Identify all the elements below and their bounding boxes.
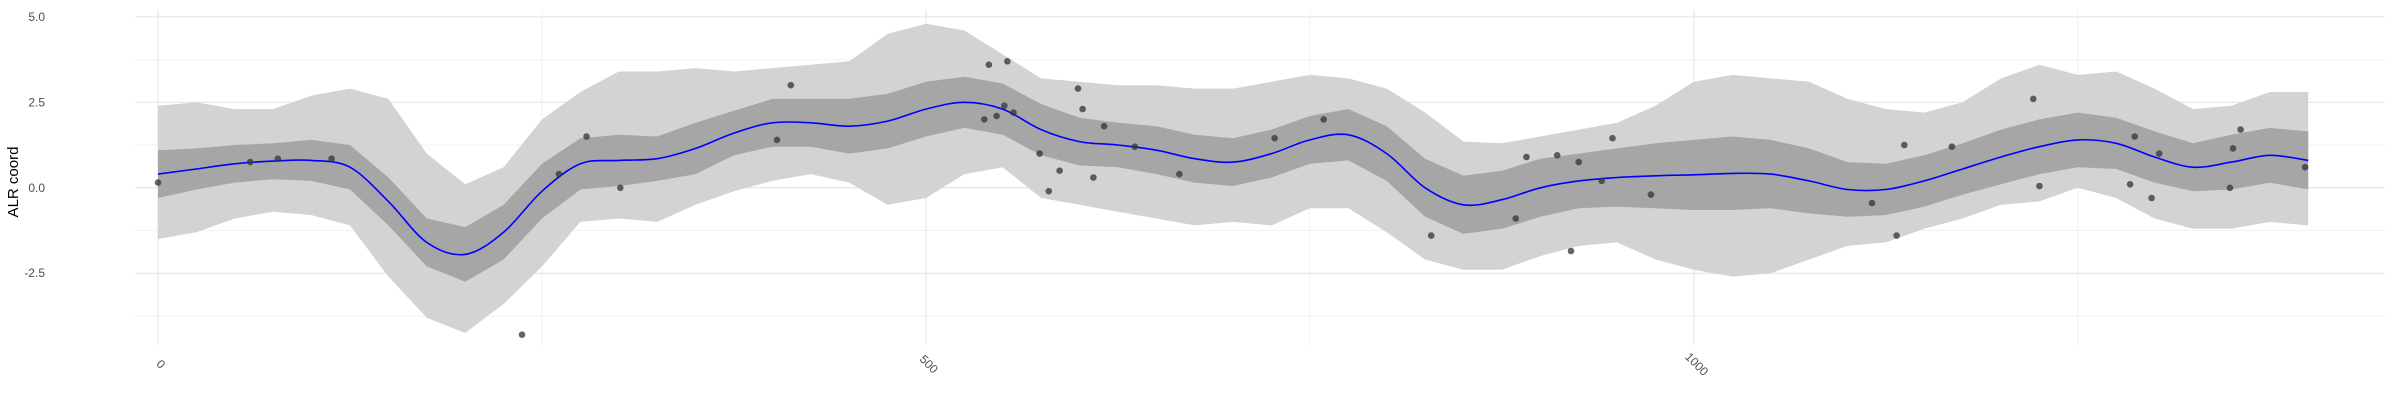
observed-points [154, 58, 2309, 339]
data-point [1868, 199, 1876, 207]
data-point [2226, 184, 2234, 192]
data-point [1598, 177, 1605, 185]
data-point [1575, 158, 1582, 166]
y-tick-label: 5.0 [28, 10, 45, 24]
data-point [2131, 133, 2138, 140]
data-point [1131, 143, 1139, 150]
data-point [985, 61, 993, 68]
y-axis-label: ALR coord [5, 147, 22, 218]
inner-band [158, 76, 2309, 282]
data-point [1271, 134, 1278, 142]
data-point [2237, 126, 2244, 133]
data-point [1523, 153, 1530, 161]
data-point [1320, 116, 1327, 123]
data-point [617, 184, 624, 192]
data-point [1893, 232, 1900, 239]
y-tick-label: -2.5 [24, 266, 45, 280]
data-point [993, 112, 1000, 120]
data-point [2148, 194, 2155, 202]
y-tick-label: 0.0 [28, 181, 45, 195]
data-point [2229, 145, 2237, 152]
data-point [1901, 141, 1908, 149]
data-point [1001, 102, 1008, 109]
data-point [1004, 58, 1011, 65]
data-point [981, 116, 988, 123]
x-tick-label: 1000 [1682, 350, 1711, 379]
data-point [246, 158, 254, 166]
data-point [787, 81, 795, 89]
x-tick-label: 500 [917, 352, 941, 376]
data-point [2036, 182, 2043, 190]
data-point [1512, 215, 1519, 222]
data-point [1553, 152, 1561, 159]
data-point [1427, 232, 1435, 239]
data-point [2155, 150, 2163, 157]
mean-line [157, 101, 2309, 256]
data-point [555, 170, 563, 178]
data-point [2126, 181, 2134, 188]
y-tick-label: 2.5 [28, 95, 45, 109]
data-point [1176, 170, 1183, 178]
data-point [1090, 174, 1097, 181]
data-point [1074, 85, 1082, 92]
data-point [274, 155, 282, 162]
x-tick-label: 0 [154, 357, 169, 372]
data-point [2301, 163, 2309, 171]
data-point [1567, 247, 1575, 255]
mean-line-group [157, 101, 2309, 256]
data-point [1647, 191, 1655, 198]
data-point [1045, 187, 1053, 195]
data-point [1609, 134, 1616, 142]
confidence-bands [158, 23, 2309, 333]
data-point [1100, 122, 1108, 130]
data-point [2030, 95, 2037, 103]
data-point [154, 179, 162, 186]
data-point [1036, 150, 1043, 157]
data-point [518, 331, 526, 339]
data-point [1056, 167, 1063, 174]
data-point [773, 136, 781, 144]
data-point [1948, 143, 1956, 150]
data-point [328, 155, 335, 162]
data-point [1079, 105, 1086, 113]
data-point [1010, 109, 1017, 116]
data-point [583, 133, 590, 140]
